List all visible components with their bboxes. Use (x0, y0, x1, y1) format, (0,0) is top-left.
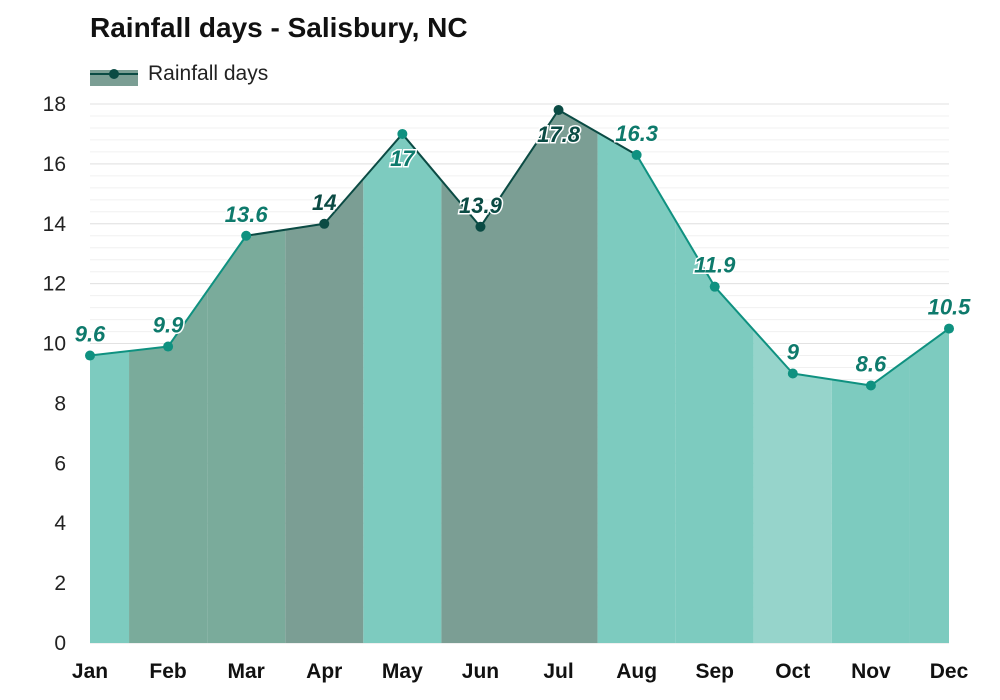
y-tick-label: 6 (54, 452, 66, 475)
y-tick-label: 8 (54, 392, 66, 415)
data-label-apr: 14 (312, 190, 336, 215)
data-label-may: 17 (390, 146, 416, 171)
legend-swatch (90, 62, 138, 86)
y-tick-label: 0 (54, 632, 66, 655)
x-tick-label: Jul (543, 660, 573, 683)
x-tick-label: Mar (228, 660, 265, 683)
x-tick-label: Feb (149, 660, 186, 683)
area-segment-dec (909, 328, 949, 643)
data-point-jul (553, 104, 564, 115)
x-tick-label: Oct (775, 660, 810, 683)
series-line-segment (401, 133, 482, 228)
legend[interactable]: Rainfall days (90, 62, 268, 86)
data-label-aug: 16.3 (615, 121, 658, 146)
data-label-mar: 13.6 (225, 202, 269, 227)
y-tick-label: 10 (43, 333, 66, 356)
series-line-segment (323, 133, 404, 225)
data-point-apr (319, 218, 330, 229)
series-line-segment (479, 109, 560, 228)
data-point-oct (787, 368, 798, 379)
data-label-jan: 9.6 (75, 322, 106, 347)
series-line-segment (635, 154, 716, 288)
area-segment-mar (207, 229, 286, 643)
area-segment-jan (90, 351, 130, 643)
x-tick-label: Jan (72, 660, 108, 683)
area-segment-aug (597, 132, 676, 644)
data-label-nov: 8.6 (856, 351, 887, 376)
data-point-aug (631, 149, 642, 160)
y-tick-label: 2 (54, 572, 66, 595)
y-tick-label: 14 (43, 213, 67, 236)
area-segment-feb (129, 291, 208, 643)
x-tick-label: Apr (306, 660, 342, 683)
data-point-may (397, 128, 408, 139)
data-point-nov (865, 380, 876, 391)
x-tick-label: Sep (695, 660, 734, 683)
area-segment-apr (285, 178, 364, 643)
legend-label: Rainfall days (148, 62, 269, 85)
x-tick-label: Jun (462, 660, 499, 683)
x-tick-label: Nov (851, 660, 891, 683)
x-tick-label: Aug (616, 660, 657, 683)
data-point-jun (475, 221, 486, 232)
series-line-segment (167, 235, 247, 348)
y-tick-label: 16 (43, 153, 66, 176)
data-point-jan (85, 350, 95, 361)
data-label-jun: 13.9 (459, 193, 503, 218)
series-line-segment (792, 372, 872, 387)
series-line-segment (870, 327, 950, 387)
series-line-segment (558, 109, 638, 156)
data-label-jul: 17.8 (537, 122, 581, 147)
data-label-dec: 10.5 (928, 295, 972, 320)
area-segment-may (363, 133, 442, 643)
series-line-segment (89, 345, 169, 357)
area-segment-jul (519, 109, 598, 643)
series-line-segment (713, 285, 794, 375)
data-label-feb: 9.9 (153, 313, 184, 338)
data-label-sep: 11.9 (694, 253, 736, 278)
data-point-mar (241, 230, 252, 241)
x-tick-label: Dec (930, 660, 969, 683)
series-line-segment (246, 222, 325, 237)
x-tick-label: May (382, 660, 423, 683)
chart-title: Rainfall days - Salisbury, NC (90, 12, 468, 43)
area-segment-jun (441, 168, 520, 643)
y-tick-label: 12 (43, 273, 66, 296)
data-label-oct: 9 (787, 340, 800, 365)
y-tick-label: 18 (43, 93, 66, 116)
data-point-feb (163, 341, 174, 352)
area-segment-oct (753, 330, 832, 643)
y-tick-label: 4 (54, 512, 66, 535)
data-point-sep (709, 281, 720, 292)
area-segment-sep (675, 220, 754, 644)
data-point-dec (944, 323, 954, 334)
area-segment-nov (831, 357, 910, 643)
